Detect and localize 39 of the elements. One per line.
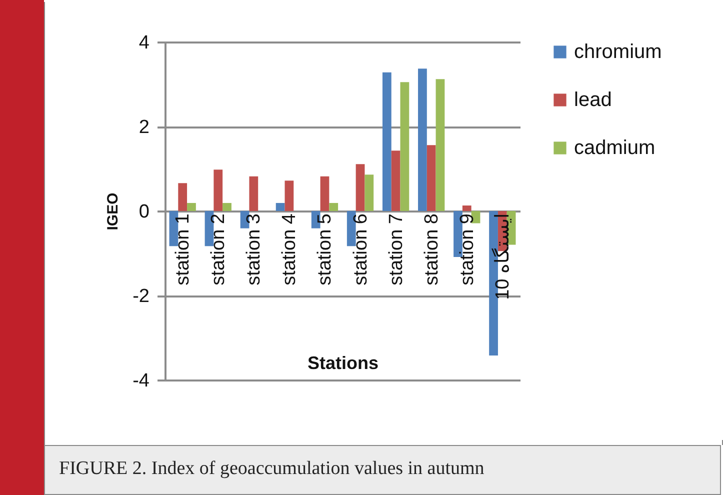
y-tick-label: 4 [138, 32, 150, 54]
bar [284, 180, 294, 211]
bar [187, 202, 196, 211]
bar [462, 206, 472, 211]
y-tick-label: 2 [138, 117, 150, 138]
bar [178, 183, 188, 211]
x-tick-label: station 4 [279, 213, 300, 286]
bar [382, 72, 392, 211]
y-tick-label: -2 [132, 286, 150, 307]
bar [329, 202, 338, 211]
x-tick-label: station 2 [208, 214, 230, 286]
x-tick-label: ایستگاه 10 [490, 214, 514, 300]
bar [436, 79, 445, 211]
bar [320, 176, 330, 211]
x-axis-title: Stations [307, 352, 379, 373]
legend-label: lead [574, 89, 612, 111]
bar [418, 68, 427, 211]
legend-label: cadmium [574, 137, 656, 159]
bar [356, 164, 365, 211]
y-tick-label: 0 [138, 202, 150, 222]
bar [391, 150, 400, 211]
bar [276, 202, 285, 211]
bar [400, 82, 410, 211]
x-tick-label: station 8 [421, 214, 442, 286]
x-tick-label: station 7 [386, 214, 407, 286]
bar [364, 174, 374, 211]
y-axis-title: IGEO [104, 192, 122, 230]
legend-label: chromium [574, 41, 662, 63]
x-tick-label: station 3 [244, 214, 265, 286]
x-tick-label: station 9 [456, 214, 478, 286]
x-tick-label: station 5 [314, 214, 336, 286]
y-tick-label: -4 [132, 370, 150, 392]
x-tick-label: station 1 [172, 214, 194, 286]
bar [249, 176, 258, 211]
x-tick-label: station 6 [350, 214, 372, 286]
bar [426, 145, 436, 211]
bar [214, 170, 223, 211]
bar [222, 202, 232, 211]
caption: FIGURE 2. Index of geoaccumulation values in autumn [44, 445, 721, 495]
